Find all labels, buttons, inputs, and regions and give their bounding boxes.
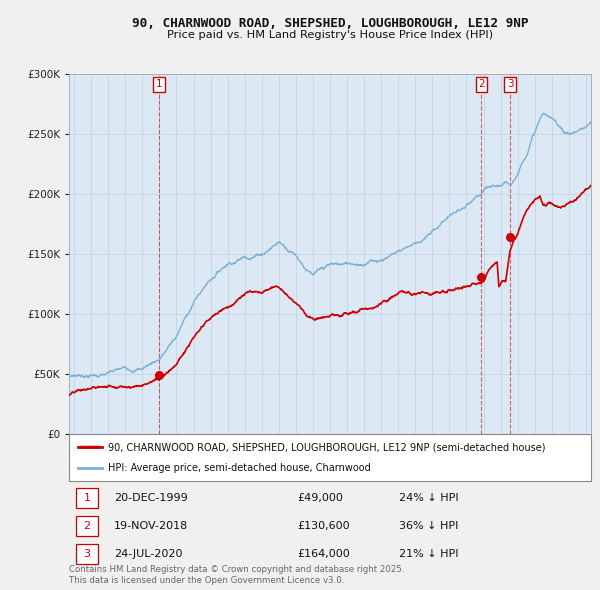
Text: 19-NOV-2018: 19-NOV-2018	[114, 521, 188, 531]
Text: 2: 2	[478, 79, 485, 89]
Text: HPI: Average price, semi-detached house, Charnwood: HPI: Average price, semi-detached house,…	[108, 463, 371, 473]
Text: 1: 1	[83, 493, 91, 503]
Text: £164,000: £164,000	[297, 549, 350, 559]
Text: 90, CHARNWOOD ROAD, SHEPSHED, LOUGHBOROUGH, LE12 9NP (semi-detached house): 90, CHARNWOOD ROAD, SHEPSHED, LOUGHBOROU…	[108, 442, 545, 452]
Text: £49,000: £49,000	[297, 493, 343, 503]
Text: 20-DEC-1999: 20-DEC-1999	[114, 493, 188, 503]
Text: 36% ↓ HPI: 36% ↓ HPI	[399, 521, 458, 531]
Text: 24% ↓ HPI: 24% ↓ HPI	[399, 493, 458, 503]
Text: 21% ↓ HPI: 21% ↓ HPI	[399, 549, 458, 559]
Text: 3: 3	[507, 79, 514, 89]
Text: Contains HM Land Registry data © Crown copyright and database right 2025.
This d: Contains HM Land Registry data © Crown c…	[69, 565, 404, 585]
Text: 1: 1	[156, 79, 163, 89]
Text: 90, CHARNWOOD ROAD, SHEPSHED, LOUGHBOROUGH, LE12 9NP: 90, CHARNWOOD ROAD, SHEPSHED, LOUGHBOROU…	[132, 17, 528, 30]
Text: Price paid vs. HM Land Registry's House Price Index (HPI): Price paid vs. HM Land Registry's House …	[167, 30, 493, 40]
Text: 3: 3	[83, 549, 91, 559]
Text: 2: 2	[83, 521, 91, 531]
Text: 24-JUL-2020: 24-JUL-2020	[114, 549, 182, 559]
Text: £130,600: £130,600	[297, 521, 350, 531]
